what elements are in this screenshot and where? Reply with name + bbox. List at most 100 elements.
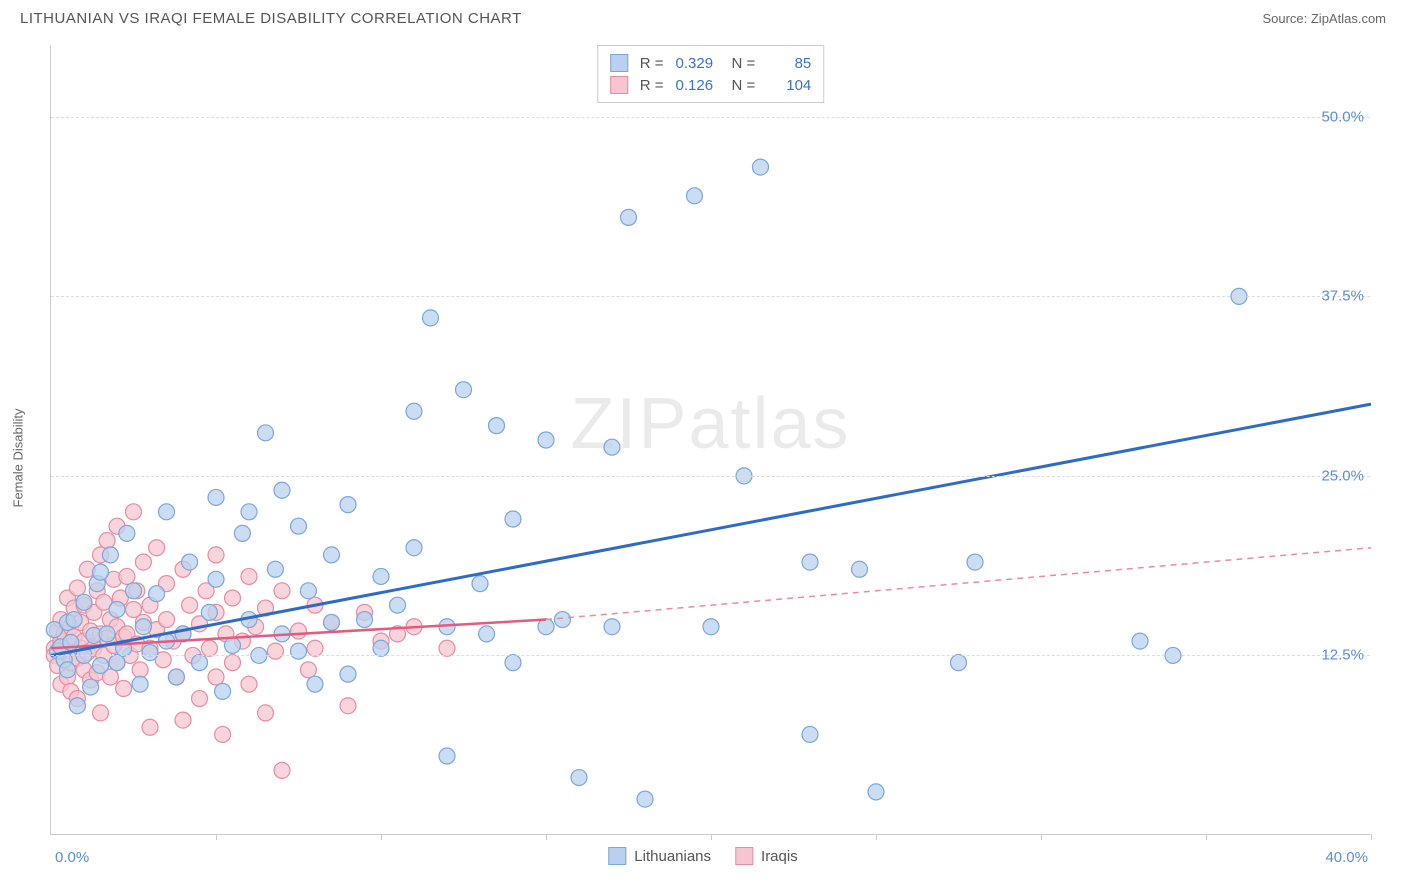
lithuanians-point: [1132, 633, 1148, 649]
lithuanians-point: [951, 655, 967, 671]
gridline: [51, 655, 1370, 656]
lithuanians-point: [99, 626, 115, 642]
lithuanians-point: [373, 640, 389, 656]
x-tick: [381, 834, 382, 840]
lithuanians-point: [538, 432, 554, 448]
lithuanians-point: [753, 159, 769, 175]
lithuanians-point: [307, 676, 323, 692]
lithuanians-point: [489, 418, 505, 434]
iraqis-trendline-extension: [546, 548, 1371, 620]
chart-container: Female Disability ZIPatlas R = 0.329 N =…: [0, 33, 1406, 883]
lithuanians-point: [291, 518, 307, 534]
lithuanians-point: [340, 497, 356, 513]
lithuanians-point: [83, 679, 99, 695]
iraqis-point: [307, 640, 323, 656]
lithuanians-point: [225, 637, 241, 653]
gridline: [51, 117, 1370, 118]
lithuanians-point: [215, 683, 231, 699]
iraqis-point: [142, 719, 158, 735]
y-axis-label: Female Disability: [11, 409, 26, 508]
iraqis-point: [241, 676, 257, 692]
chart-source: Source: ZipAtlas.com: [1262, 11, 1386, 26]
lithuanians-point: [60, 662, 76, 678]
iraqis-point: [132, 662, 148, 678]
iraqis-point: [149, 540, 165, 556]
lithuanians-point: [571, 770, 587, 786]
chart-title: LITHUANIAN VS IRAQI FEMALE DISABILITY CO…: [20, 10, 522, 27]
lithuanians-point: [538, 619, 554, 635]
x-axis-min-label: 0.0%: [55, 849, 89, 866]
iraqis-point: [267, 643, 283, 659]
lithuanians-point: [132, 676, 148, 692]
series-legend: Lithuanians Iraqis: [608, 847, 797, 865]
iraqis-point: [258, 705, 274, 721]
lithuanians-point: [159, 504, 175, 520]
lithuanians-point: [340, 666, 356, 682]
y-tick-label: 12.5%: [1321, 647, 1364, 664]
x-tick: [546, 834, 547, 840]
lithuanians-point: [126, 583, 142, 599]
iraqis-point: [274, 583, 290, 599]
x-tick: [711, 834, 712, 840]
iraqis-point: [439, 640, 455, 656]
lithuanians-point: [852, 561, 868, 577]
lithuanians-point: [93, 658, 109, 674]
lithuanians-point: [621, 209, 637, 225]
lithuanians-point: [479, 626, 495, 642]
lithuanians-point: [324, 614, 340, 630]
legend-item-iraqis: Iraqis: [735, 847, 798, 865]
lithuanians-point: [291, 643, 307, 659]
lithuanians-point: [406, 403, 422, 419]
iraqis-point: [126, 504, 142, 520]
lithuanians-point: [324, 547, 340, 563]
lithuanians-point: [182, 554, 198, 570]
iraqis-point: [159, 612, 175, 628]
y-tick-label: 50.0%: [1321, 108, 1364, 125]
lithuanians-point: [703, 619, 719, 635]
iraqis-point: [119, 568, 135, 584]
iraqis-point: [215, 726, 231, 742]
lithuanians-point: [208, 571, 224, 587]
lithuanians-point: [555, 612, 571, 628]
y-tick-label: 37.5%: [1321, 288, 1364, 305]
iraqis-point: [201, 640, 217, 656]
lithuanians-point: [258, 425, 274, 441]
lithuanians-point: [93, 564, 109, 580]
iraqis-point: [208, 669, 224, 685]
lithuanians-point: [604, 619, 620, 635]
gridline: [51, 476, 1370, 477]
lithuanians-point: [439, 748, 455, 764]
iraqis-point: [116, 680, 132, 696]
y-tick-label: 25.0%: [1321, 467, 1364, 484]
lithuanians-point: [208, 489, 224, 505]
lithuanians-point: [192, 655, 208, 671]
lithuanians-point: [300, 583, 316, 599]
lithuanians-point: [66, 612, 82, 628]
lithuanians-point: [267, 561, 283, 577]
lithuanians-point: [390, 597, 406, 613]
legend-item-lithuanians: Lithuanians: [608, 847, 711, 865]
iraqis-point: [291, 623, 307, 639]
lithuanians-point: [234, 525, 250, 541]
lithuanians-point: [472, 576, 488, 592]
x-axis-max-label: 40.0%: [1325, 849, 1368, 866]
lithuanians-point: [109, 601, 125, 617]
lithuanians-point: [109, 655, 125, 671]
x-tick: [876, 834, 877, 840]
iraqis-point: [69, 580, 85, 596]
lithuanians-point: [373, 568, 389, 584]
lithuanians-point: [868, 784, 884, 800]
iraqis-point: [99, 533, 115, 549]
chart-header: LITHUANIAN VS IRAQI FEMALE DISABILITY CO…: [0, 0, 1406, 33]
iraqis-point: [135, 554, 151, 570]
swatch-iraqis-bottom: [735, 847, 753, 865]
lithuanians-point: [802, 726, 818, 742]
iraqis-point: [241, 568, 257, 584]
lithuanians-point: [135, 619, 151, 635]
lithuanians-point: [802, 554, 818, 570]
legend-label-lithuanians: Lithuanians: [634, 848, 711, 865]
x-tick: [1206, 834, 1207, 840]
iraqis-point: [175, 712, 191, 728]
lithuanians-point: [241, 504, 257, 520]
lithuanians-point: [687, 188, 703, 204]
